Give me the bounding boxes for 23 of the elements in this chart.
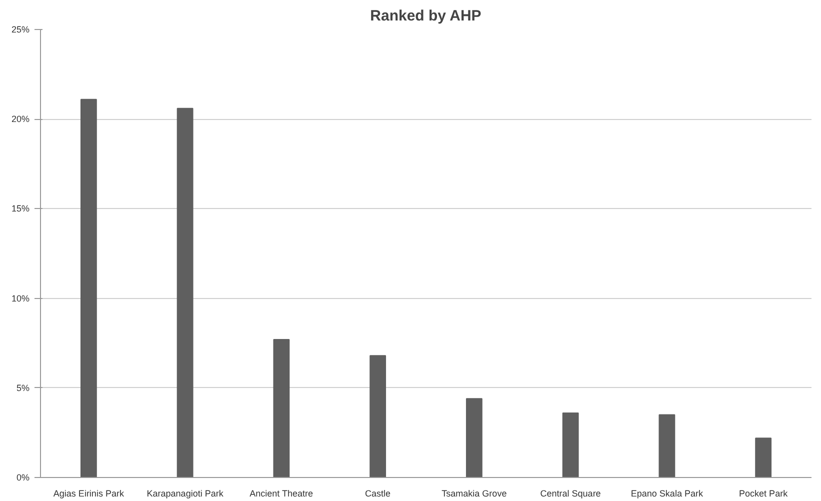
x-tick-label: Agias Eirinis Park: [53, 488, 124, 498]
bar: [755, 438, 772, 478]
y-tick-label: 5%: [16, 382, 30, 393]
chart-title: Ranked by AHP: [370, 8, 482, 24]
bar: [562, 412, 579, 478]
y-tick-label: 25%: [11, 24, 30, 34]
bar: [466, 398, 482, 478]
bar: [80, 98, 97, 478]
bar: [370, 355, 386, 478]
x-tick-label: Epano Skala Park: [630, 488, 704, 498]
bar: [176, 108, 194, 478]
y-tick-label: 10%: [11, 293, 30, 304]
y-tick-label: 0%: [16, 472, 30, 482]
y-tick-label: 20%: [11, 114, 30, 124]
bar: [658, 414, 676, 478]
x-tick-label: Karapanagioti Park: [146, 488, 224, 498]
x-tick-label: Ancient Theatre: [250, 488, 314, 498]
x-tick-label: Castle: [365, 488, 391, 498]
bar: [273, 339, 290, 478]
y-tick-label: 15%: [11, 204, 30, 214]
x-tick-label: Tsamakia Grove: [442, 488, 507, 498]
x-tick-label: Central Square: [540, 488, 601, 498]
x-tick-label: Pocket Park: [739, 488, 788, 498]
